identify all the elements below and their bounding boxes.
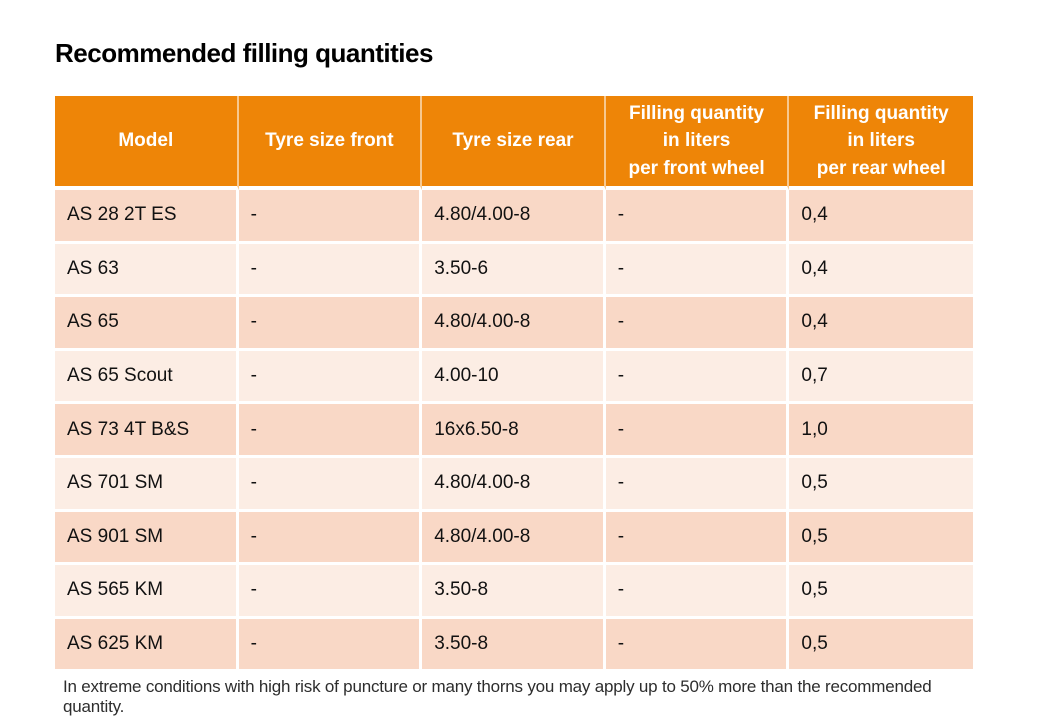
table-row: AS 65 Scout -4.00-10-0,7 xyxy=(55,350,973,405)
col-header-filling-rear: Filling quantity in liters per rear whee… xyxy=(789,96,973,190)
filling-front-cell: - xyxy=(605,243,790,298)
tyre-rear-cell: 4.80/4.00-8 xyxy=(422,511,606,566)
model-cell: AS 65 xyxy=(55,297,239,351)
tyre-rear-cell: 4.80/4.00-8 xyxy=(422,457,606,512)
filling-front-cell: - xyxy=(605,297,790,351)
filling-quantities-table: Model Tyre size front Tyre size rear Fillin… xyxy=(55,96,973,673)
model-cell: AS 28 2T ES xyxy=(55,190,239,244)
filling-rear-cell: 0,5 xyxy=(789,565,973,619)
tyre-rear-cell: 3.50-6 xyxy=(422,243,606,298)
filling-rear-cell: 0,4 xyxy=(789,297,973,351)
tyre-rear-cell: 3.50-8 xyxy=(422,618,606,673)
tyre-front-cell: - xyxy=(238,457,423,512)
filling-front-cell: - xyxy=(605,404,790,458)
filling-rear-cell: 0,5 xyxy=(789,457,973,512)
filling-front-cell: - xyxy=(605,565,790,619)
model-cell: AS 65 Scout xyxy=(55,350,239,405)
col-header-filling-front: Filling quantity in liters per front whe… xyxy=(605,96,790,190)
table-row: AS 73 4T B&S -16x6.50-8-1,0 xyxy=(55,404,973,458)
col-header-model: Model xyxy=(55,96,239,190)
model-cell: AS 625 KM xyxy=(55,618,239,673)
filling-rear-cell: 0,4 xyxy=(789,190,973,244)
table-body: AS 28 2T ES -4.80/4.00-8-0,4 AS 63-3.50-6-… xyxy=(55,190,973,673)
model-cell: AS 73 4T B&S xyxy=(55,404,239,458)
page-title: Recommended filling quantities xyxy=(55,38,433,68)
table-row: AS 901 SM -4.80/4.00-8-0,5 xyxy=(55,511,973,566)
model-cell: AS 63 xyxy=(55,243,239,298)
col-header-tyre-rear: Tyre size rear xyxy=(422,96,606,190)
col-header-tyre-front: Tyre size front xyxy=(238,96,423,190)
filling-rear-cell: 0,5 xyxy=(789,618,973,673)
filling-rear-cell: 0,4 xyxy=(789,243,973,298)
tyre-rear-cell: 4.80/4.00-8 xyxy=(422,190,606,244)
filling-rear-cell: 0,7 xyxy=(789,350,973,405)
filling-rear-cell: 1,0 xyxy=(789,404,973,458)
tyre-rear-cell: 16x6.50-8 xyxy=(422,404,606,458)
tyre-front-cell: - xyxy=(238,243,423,298)
tyre-front-cell: - xyxy=(238,565,423,619)
tyre-front-cell: - xyxy=(238,618,423,673)
tyre-front-cell: - xyxy=(238,190,423,244)
table-row: AS 63-3.50-6-0,4 xyxy=(55,243,973,298)
tyre-rear-cell: 3.50-8 xyxy=(422,565,606,619)
table-row: AS 625 KM -3.50-8-0,5 xyxy=(55,618,973,673)
table-row: AS 65-4.80/4.00-8-0,4 xyxy=(55,297,973,351)
tyre-rear-cell: 4.80/4.00-8 xyxy=(422,297,606,351)
tyre-rear-cell: 4.00-10 xyxy=(422,350,606,405)
filling-front-cell: - xyxy=(605,618,790,673)
filling-front-cell: - xyxy=(605,511,790,566)
filling-front-cell: - xyxy=(605,190,790,244)
footnote: In extreme conditions with high risk of … xyxy=(63,677,932,716)
tyre-front-cell: - xyxy=(238,297,423,351)
tyre-front-cell: - xyxy=(238,404,423,458)
table-row: AS 701 SM -4.80/4.00-8-0,5 xyxy=(55,457,973,512)
filling-rear-cell: 0,5 xyxy=(789,511,973,566)
filling-front-cell: - xyxy=(605,350,790,405)
tyre-front-cell: - xyxy=(238,350,423,405)
model-cell: AS 701 SM xyxy=(55,457,239,512)
tyre-front-cell: - xyxy=(238,511,423,566)
model-cell: AS 901 SM xyxy=(55,511,239,566)
table-row: AS 28 2T ES -4.80/4.00-8-0,4 xyxy=(55,190,973,244)
table-row: AS 565 KM -3.50-8-0,5 xyxy=(55,565,973,619)
filling-front-cell: - xyxy=(605,457,790,512)
model-cell: AS 565 KM xyxy=(55,565,239,619)
header-row: Model Tyre size front Tyre size rear Fillin… xyxy=(55,96,973,190)
